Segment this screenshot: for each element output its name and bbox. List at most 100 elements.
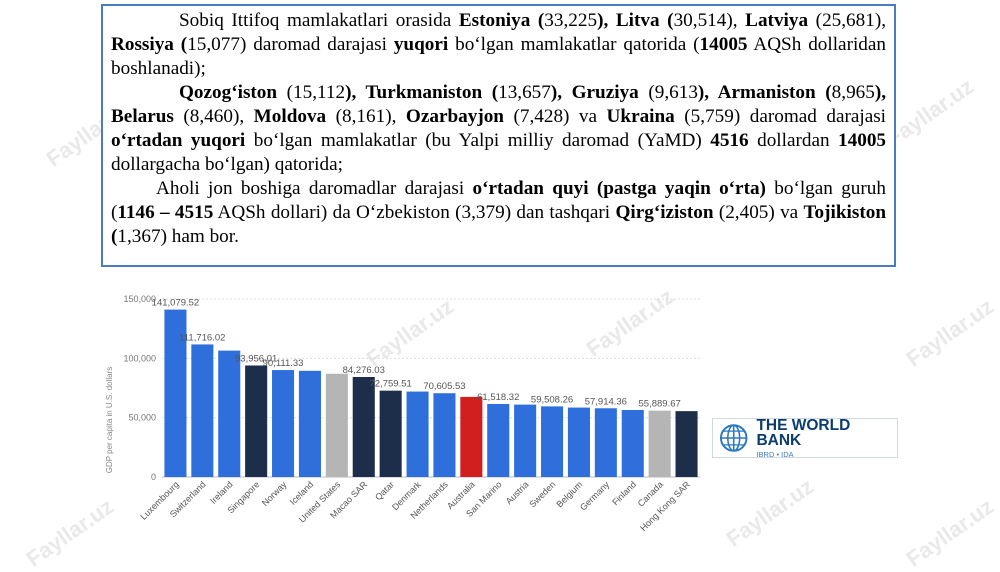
bold-text: ), Litva ( bbox=[597, 10, 674, 31]
x-tick-label: Sweden bbox=[527, 479, 557, 509]
world-bank-logo: THE WORLD BANK IBRD • IDA bbox=[712, 418, 898, 458]
y-axis-label: GDP per capita in U.S. dollars bbox=[105, 367, 114, 474]
bar bbox=[245, 365, 268, 477]
bold-text: ), Turkmaniston ( bbox=[345, 82, 499, 103]
bar bbox=[621, 409, 644, 477]
bold-text: Estoniya ( bbox=[458, 10, 545, 31]
bold-text: 4516 bbox=[710, 130, 749, 151]
text-run: 33,225 bbox=[544, 10, 598, 31]
text-run: bo‘lgan mamlakatlar qatorida ( bbox=[448, 34, 700, 55]
data-label: 84,276.03 bbox=[343, 365, 385, 376]
bold-text: ), Armaniston ( bbox=[697, 82, 832, 103]
x-tick-label: Finland bbox=[610, 479, 638, 507]
bar bbox=[567, 407, 590, 477]
bars bbox=[164, 309, 698, 477]
logo-subtitle: IBRD • IDA bbox=[756, 449, 794, 459]
bar bbox=[379, 390, 402, 477]
bold-text: Ozarbayjon bbox=[405, 106, 504, 127]
text-run: (25,681), bbox=[808, 10, 887, 31]
bar bbox=[675, 411, 698, 477]
bold-text: Rossiya ( bbox=[111, 34, 188, 55]
text-run: AQSh dollaridan boshlanadi); bbox=[111, 34, 886, 79]
bold-text: ), Belarus bbox=[111, 82, 887, 127]
bar bbox=[191, 344, 214, 477]
data-label: 59,508.26 bbox=[531, 394, 573, 405]
text-run: (7,428) va bbox=[503, 106, 607, 127]
bar bbox=[487, 403, 510, 477]
bold-text: 14005 bbox=[699, 34, 748, 55]
text-run: 1,367) ham bor. bbox=[117, 226, 239, 247]
text-run: (8,161), bbox=[326, 106, 406, 127]
bar bbox=[406, 391, 429, 477]
bar bbox=[352, 376, 375, 477]
bar bbox=[648, 410, 671, 477]
y-tick-label: 150,000 bbox=[123, 294, 156, 304]
bold-text: yuqori bbox=[393, 34, 449, 55]
bold-text: 1146 – 4515 bbox=[117, 202, 214, 223]
text-run: 8,965 bbox=[831, 82, 875, 103]
watermark: Fayllar.uz bbox=[881, 73, 979, 152]
watermark: Fayllar.uz bbox=[901, 293, 999, 372]
logo-name: THE WORLD BANK bbox=[756, 416, 851, 450]
data-label: 90,111.33 bbox=[263, 358, 304, 369]
text-run: (5,759) daromad darajasi bbox=[674, 106, 887, 127]
text-run: (8,460), bbox=[173, 106, 254, 127]
data-label: 72,759.51 bbox=[370, 379, 412, 390]
data-label: 61,518.32 bbox=[477, 392, 519, 403]
text-run: dollardan bbox=[748, 130, 839, 151]
x-tick-label: Germany bbox=[578, 479, 612, 513]
data-label: 55,889.67 bbox=[639, 399, 681, 410]
bold-text: Qirg‘iziston bbox=[615, 202, 714, 223]
text-run: (9,613 bbox=[638, 82, 698, 103]
x-tick-label: Qatar bbox=[373, 479, 396, 502]
text-run: (2,405) va bbox=[713, 202, 804, 223]
bar bbox=[433, 393, 456, 477]
bar bbox=[218, 350, 241, 477]
text-run: bo‘lgan guruh ( bbox=[111, 178, 886, 223]
bar bbox=[594, 408, 617, 477]
text-run: Aholi jon boshiga daromadlar darajasi bbox=[156, 178, 473, 199]
bold-text: Qozog‘iston bbox=[179, 82, 278, 103]
y-tick-label: 0 bbox=[151, 472, 156, 482]
bar bbox=[514, 404, 537, 477]
data-label: 93,956.01 bbox=[235, 354, 277, 365]
paragraph: Qozog‘iston (15,112), Turkmaniston (13,6… bbox=[111, 81, 886, 177]
y-tick-label: 50,000 bbox=[128, 413, 156, 423]
bold-text: 14005 bbox=[838, 130, 886, 151]
text-run: bo‘lgan mamlakatlar (bu Yalpi milliy dar… bbox=[245, 130, 711, 151]
data-label: 70,605.53 bbox=[423, 381, 465, 392]
x-tick-label: Norway bbox=[260, 479, 289, 508]
paragraph: Aholi jon boshiga daromadlar darajasi o‘… bbox=[111, 177, 886, 249]
bar bbox=[272, 370, 295, 477]
data-label: 57,914.36 bbox=[585, 396, 627, 407]
bar bbox=[460, 396, 483, 477]
text-run: Sobiq Ittifoq mamlakatlari orasida bbox=[179, 10, 459, 31]
bold-text: o‘rtadan yuqori bbox=[111, 130, 246, 151]
text-run: 30,514), bbox=[673, 10, 746, 31]
text-run: (15,112 bbox=[277, 82, 346, 103]
bold-text: Moldova bbox=[253, 106, 327, 127]
data-label: 111,716.02 bbox=[179, 332, 225, 343]
text-run: dollargacha bo‘lgan) qatorida; bbox=[111, 154, 343, 175]
data-label: 141,079.52 bbox=[152, 298, 200, 309]
bar bbox=[541, 406, 564, 477]
text-run: 13,657 bbox=[498, 82, 551, 103]
bold-text: o‘rtadan quyi (pastga yaqin o‘rta) bbox=[472, 178, 766, 199]
bold-text: Latviya bbox=[745, 10, 809, 31]
text-run: 15,077) daromad darajasi bbox=[187, 34, 394, 55]
bar bbox=[325, 373, 348, 477]
bar bbox=[298, 370, 321, 477]
watermark: Fayllar.uz bbox=[721, 473, 819, 552]
paragraph: Sobiq Ittifoq mamlakatlari orasida Eston… bbox=[111, 9, 886, 81]
bold-text: ), Gruziya bbox=[550, 82, 639, 103]
bold-text: Ukraina bbox=[606, 106, 675, 127]
x-tick-label: Hong Kong SAR bbox=[638, 479, 692, 533]
text-run: AQSh dollari) da O‘zbekiston (3,379) dan… bbox=[213, 202, 616, 223]
bar bbox=[164, 309, 187, 477]
watermark: Fayllar.uz bbox=[901, 493, 999, 572]
y-tick-label: 100,000 bbox=[123, 353, 156, 363]
bold-text: Tojikiston ( bbox=[111, 202, 886, 247]
globe-icon bbox=[719, 424, 748, 452]
